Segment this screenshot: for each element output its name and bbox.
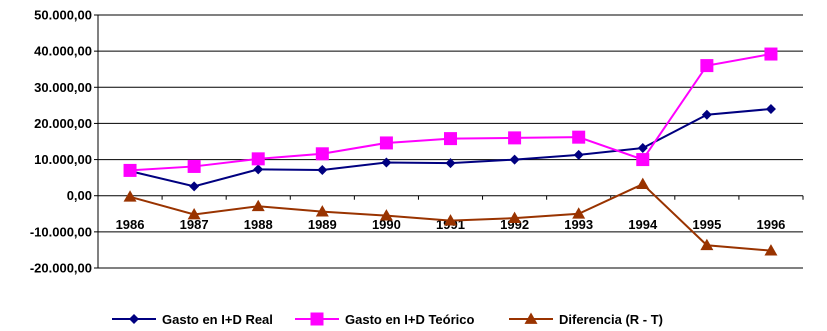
series-layer	[124, 48, 778, 256]
data-point	[124, 164, 137, 177]
legend-item: Gasto en I+D Real	[112, 312, 273, 327]
series-0	[125, 104, 776, 191]
legend-item: Gasto en I+D Teórico	[295, 312, 474, 327]
data-point	[764, 48, 777, 61]
series-2	[124, 178, 778, 256]
legend-item: Diferencia (R - T)	[509, 312, 663, 327]
x-tick-label: 1993	[564, 217, 593, 232]
data-point	[700, 59, 713, 72]
data-point	[252, 152, 265, 165]
y-tick-label: 50.000,00	[34, 8, 92, 23]
x-tick-label: 1989	[308, 217, 337, 232]
x-tick-label: 1994	[628, 217, 658, 232]
x-tick-label: 1988	[244, 217, 273, 232]
legend-label: Diferencia (R - T)	[559, 312, 663, 327]
data-point	[510, 155, 520, 165]
data-point	[444, 132, 457, 145]
x-tick-label: 1995	[692, 217, 721, 232]
data-point	[702, 110, 712, 120]
data-point	[381, 157, 391, 167]
legend-marker	[129, 314, 139, 324]
series-line	[130, 109, 771, 186]
series-1	[124, 48, 778, 177]
data-point	[252, 200, 265, 211]
data-point	[572, 207, 585, 218]
legend-label: Gasto en I+D Real	[162, 312, 273, 327]
y-tick-label: 30.000,00	[34, 80, 92, 95]
data-point	[766, 104, 776, 114]
data-point	[253, 164, 263, 174]
data-point	[636, 178, 649, 189]
x-tick-label: 1996	[756, 217, 785, 232]
legend: Gasto en I+D Real Gasto en I+D Teórico Dif…	[112, 312, 663, 327]
data-point	[574, 150, 584, 160]
y-tick-label: 0,00	[67, 188, 92, 203]
y-tick-label: 10.000,00	[34, 152, 92, 167]
series-line	[130, 54, 771, 170]
data-point	[188, 160, 201, 173]
legend-label: Gasto en I+D Teórico	[345, 312, 474, 327]
data-point	[508, 131, 521, 144]
data-point	[189, 181, 199, 191]
data-point	[380, 136, 393, 149]
data-point	[316, 147, 329, 160]
data-point	[572, 131, 585, 144]
y-axis-tick-labels: 50.000,00 40.000,00 30.000,00 20.000,00 10.0…	[30, 8, 92, 276]
y-tick-label: -20.000,00	[30, 261, 92, 276]
y-tick-label: -10.000,00	[30, 224, 92, 239]
data-point	[636, 153, 649, 166]
x-tick-label: 1986	[116, 217, 145, 232]
y-tick-label: 20.000,00	[34, 116, 92, 131]
data-point	[317, 165, 327, 175]
y-tick-label: 40.000,00	[34, 44, 92, 59]
data-point	[638, 143, 648, 153]
legend-marker	[311, 313, 324, 326]
